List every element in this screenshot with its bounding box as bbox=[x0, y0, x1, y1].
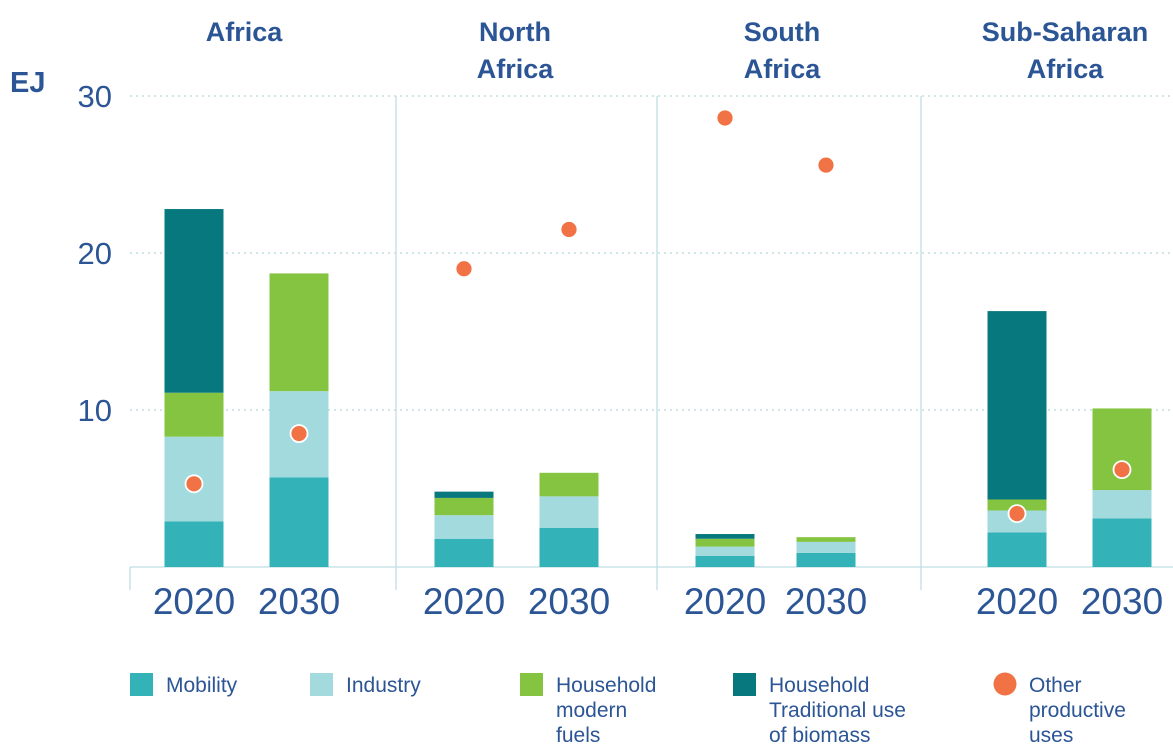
x-tick-label: 2020 bbox=[976, 581, 1058, 622]
bar-segment-industry bbox=[796, 541, 856, 553]
bar-segment-mobility bbox=[269, 477, 329, 567]
bar-segment-household-modern bbox=[164, 392, 224, 437]
legend-label: Industry bbox=[346, 674, 421, 697]
legend-label: Mobility bbox=[166, 674, 238, 697]
x-tick-label: 2020 bbox=[153, 581, 235, 622]
other-productive-marker bbox=[184, 474, 204, 494]
bar-segment-household-modern bbox=[695, 538, 755, 547]
legend-label: uses bbox=[1029, 724, 1073, 747]
x-tick-label: 2030 bbox=[785, 581, 867, 622]
legend-marker-other-productive bbox=[993, 672, 1017, 696]
bar-segment-mobility bbox=[987, 532, 1047, 567]
panel-title: Africa bbox=[744, 54, 822, 84]
legend-label: of biomass bbox=[769, 724, 871, 747]
x-tick-label: 2020 bbox=[423, 581, 505, 622]
y-tick-label: 30 bbox=[78, 79, 112, 114]
bar-segment-mobility bbox=[539, 527, 599, 567]
bar-segment-mobility bbox=[1092, 518, 1152, 567]
other-productive-marker bbox=[289, 424, 309, 443]
bar-segment-household-modern bbox=[539, 472, 599, 497]
bar-segment-mobility bbox=[434, 538, 494, 567]
y-axis-ticks: 10 20 30 bbox=[78, 79, 112, 428]
other-productive-marker bbox=[559, 220, 579, 239]
x-axis-ticks: 2020 2030 2020 2030 2020 2030 2020 2030 bbox=[153, 581, 1163, 622]
panel-title: Africa bbox=[1027, 54, 1105, 84]
legend-marker-household-traditional bbox=[733, 673, 756, 696]
bar-segment-household-modern bbox=[434, 497, 494, 516]
other-productive-marker bbox=[1007, 504, 1027, 524]
legend-label: Household bbox=[556, 674, 656, 697]
bar-segment-mobility bbox=[164, 521, 224, 567]
y-tick-label: 10 bbox=[78, 393, 112, 428]
legend-label: Other bbox=[1029, 674, 1082, 697]
other-productive-marker bbox=[715, 108, 735, 128]
stacked-bars bbox=[164, 209, 1152, 567]
bar-segment-household-traditional bbox=[164, 209, 224, 393]
bar-segment-industry bbox=[1092, 490, 1152, 519]
bar-segment-industry bbox=[539, 496, 599, 528]
y-tick-label: 20 bbox=[78, 236, 112, 271]
bar-segment-mobility bbox=[796, 552, 856, 567]
x-tick-label: 2020 bbox=[684, 581, 766, 622]
panel-title: Africa bbox=[206, 17, 284, 47]
panel-title: Africa bbox=[477, 54, 555, 84]
other-productive-marker bbox=[1112, 460, 1132, 480]
x-tick-label: 2030 bbox=[528, 581, 610, 622]
bar-segment-household-traditional bbox=[695, 534, 755, 539]
other-productive-marker bbox=[454, 259, 474, 279]
bar-segment-household-traditional bbox=[434, 491, 494, 498]
other-productive-marker bbox=[816, 155, 836, 175]
bar-segment-household-modern bbox=[269, 273, 329, 392]
legend-marker-industry bbox=[310, 673, 333, 696]
bar-segment-household-modern bbox=[796, 537, 856, 542]
legend: Mobility Industry HouseholdmodernfuelsHous… bbox=[130, 672, 1126, 747]
panel-title: Sub-Saharan bbox=[982, 17, 1149, 47]
x-tick-label: 2030 bbox=[1081, 581, 1163, 622]
legend-label: Household bbox=[769, 674, 869, 697]
legend-marker-household-modern bbox=[520, 673, 543, 696]
bar-segment-industry bbox=[695, 546, 755, 557]
bar-segment-household-traditional bbox=[987, 311, 1047, 500]
legend-marker-mobility bbox=[130, 673, 153, 696]
y-axis-unit-label: EJ bbox=[10, 67, 45, 99]
panel-title: South bbox=[744, 17, 820, 47]
legend-label: modern bbox=[556, 699, 627, 722]
panel-dividers bbox=[395, 96, 922, 590]
legend-label: fuels bbox=[556, 724, 600, 747]
legend-label: Traditional use bbox=[769, 699, 906, 722]
x-tick-label: 2030 bbox=[258, 581, 340, 622]
other-productive-markers bbox=[184, 108, 1132, 524]
bar-segment-industry bbox=[434, 515, 494, 539]
panel-title: North bbox=[479, 17, 551, 47]
bar-segment-mobility bbox=[695, 556, 755, 567]
panel-titles: Africa North Africa South Africa Sub-Saharan A… bbox=[206, 17, 1149, 84]
legend-label: productive bbox=[1029, 699, 1126, 722]
